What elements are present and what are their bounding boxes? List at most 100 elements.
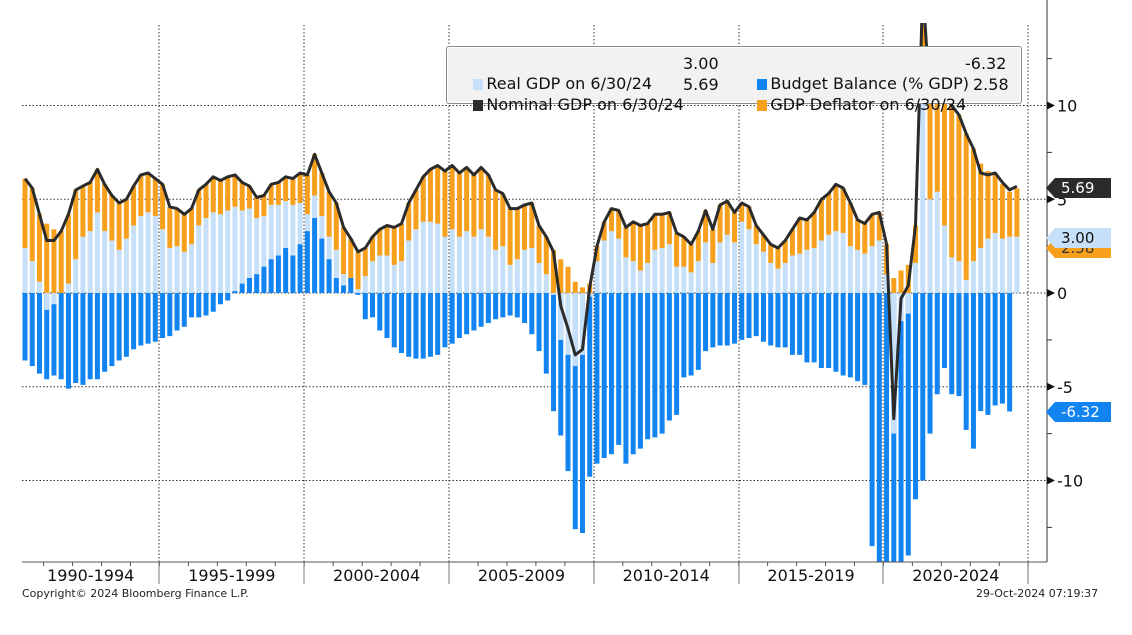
bar-real-gdp xyxy=(710,263,716,293)
bar-budget-balance xyxy=(760,293,766,342)
bar-gdp-deflator xyxy=(739,203,745,222)
bar-real-gdp xyxy=(123,238,129,293)
bar-real-gdp xyxy=(804,249,810,293)
bar-gdp-deflator xyxy=(818,199,824,241)
bar-budget-balance xyxy=(558,293,564,436)
bar-gdp-deflator xyxy=(341,227,347,275)
bar-gdp-deflator xyxy=(768,244,774,263)
bar-real-gdp xyxy=(601,240,607,293)
bar-gdp-deflator xyxy=(847,203,853,247)
bar-real-gdp xyxy=(283,201,289,293)
bar-budget-balance xyxy=(297,244,303,293)
bar-real-gdp xyxy=(65,283,71,293)
line-nominal-gdp xyxy=(23,23,1018,421)
bar-real-gdp xyxy=(370,261,376,293)
bar-real-gdp xyxy=(160,229,166,293)
bar-real-gdp xyxy=(1014,236,1020,293)
bar-gdp-deflator xyxy=(529,203,535,248)
bar-budget-balance xyxy=(855,293,861,382)
bar-gdp-deflator xyxy=(22,178,28,248)
bar-gdp-deflator xyxy=(500,193,506,247)
bar-gdp-deflator xyxy=(514,208,520,260)
bar-real-gdp xyxy=(116,249,122,293)
bar-budget-balance xyxy=(232,291,238,293)
bar-real-gdp xyxy=(1007,236,1013,293)
bar-budget-balance xyxy=(688,293,694,376)
bar-gdp-deflator xyxy=(956,114,962,262)
bar-real-gdp xyxy=(246,208,252,293)
bar-gdp-deflator xyxy=(558,259,564,293)
bar-gdp-deflator xyxy=(608,208,614,232)
y-tick-arrow xyxy=(1047,382,1055,391)
bar-gdp-deflator xyxy=(174,208,180,247)
bar-budget-balance xyxy=(529,293,535,335)
bar-real-gdp xyxy=(232,206,238,293)
bar-real-gdp xyxy=(442,236,448,293)
bar-gdp-deflator xyxy=(131,186,137,226)
bar-gdp-deflator xyxy=(985,171,991,239)
bar-gdp-deflator xyxy=(724,201,730,235)
y-tick-label: 5 xyxy=(1057,190,1067,209)
bar-gdp-deflator xyxy=(478,167,484,230)
bar-budget-balance xyxy=(999,293,1005,404)
bar-budget-balance xyxy=(36,293,42,374)
bar-budget-balance xyxy=(594,293,600,464)
bar-budget-balance xyxy=(290,255,296,293)
bar-gdp-deflator xyxy=(203,184,209,218)
bar-real-gdp xyxy=(927,199,933,293)
bar-real-gdp xyxy=(167,248,173,293)
bar-real-gdp xyxy=(529,248,535,293)
bar-budget-balance xyxy=(956,293,962,397)
bar-real-gdp xyxy=(51,293,57,305)
bar-real-gdp xyxy=(131,225,137,293)
bar-real-gdp xyxy=(189,244,195,293)
bar-budget-balance xyxy=(818,293,824,368)
bar-budget-balance xyxy=(283,248,289,293)
bar-budget-balance xyxy=(239,283,245,293)
bar-budget-balance xyxy=(927,293,933,434)
bar-gdp-deflator xyxy=(703,210,709,243)
bar-gdp-deflator xyxy=(261,195,267,217)
bar-gdp-deflator xyxy=(659,214,665,248)
bar-real-gdp xyxy=(934,191,940,293)
bar-real-gdp xyxy=(840,233,846,293)
bar-real-gdp xyxy=(862,253,868,293)
bar-real-gdp xyxy=(724,234,730,293)
bar-real-gdp xyxy=(855,249,861,293)
bar-budget-balance xyxy=(840,293,846,376)
bar-budget-balance xyxy=(666,293,672,421)
bar-budget-balance xyxy=(181,293,187,327)
bar-budget-balance xyxy=(884,293,890,562)
bar-budget-balance xyxy=(985,293,991,415)
bar-real-gdp xyxy=(847,246,853,293)
bar-budget-balance xyxy=(87,293,93,380)
legend-swatch-deflator xyxy=(757,100,768,111)
bar-gdp-deflator xyxy=(551,249,557,293)
bar-budget-balance xyxy=(1007,293,1013,412)
bar-real-gdp xyxy=(543,274,549,293)
bar-gdp-deflator xyxy=(123,199,129,239)
bar-real-gdp xyxy=(703,242,709,293)
legend-label: GDP Deflator on 6/30/24 xyxy=(770,95,967,114)
legend-label: Real GDP on 6/30/24 xyxy=(486,74,653,93)
bar-gdp-deflator xyxy=(268,184,274,205)
bar-real-gdp xyxy=(579,293,585,355)
bar-real-gdp xyxy=(768,263,774,293)
bar-budget-balance xyxy=(312,218,318,293)
bar-real-gdp xyxy=(217,214,223,293)
legend-value-deflator: 2.58 xyxy=(973,75,1009,94)
bar-real-gdp xyxy=(630,261,636,293)
bar-real-gdp xyxy=(73,259,79,293)
bar-budget-balance xyxy=(464,293,470,335)
x-period-label: 2000-2004 xyxy=(333,566,420,585)
bar-real-gdp xyxy=(22,248,28,293)
bar-budget-balance xyxy=(210,293,216,312)
bar-gdp-deflator xyxy=(290,178,296,205)
bar-real-gdp xyxy=(789,255,795,293)
x-period-label: 2005-2009 xyxy=(478,566,565,585)
bar-real-gdp xyxy=(782,263,788,293)
bar-budget-balance xyxy=(507,293,513,316)
bar-gdp-deflator xyxy=(225,176,231,211)
bar-budget-balance xyxy=(355,293,361,295)
